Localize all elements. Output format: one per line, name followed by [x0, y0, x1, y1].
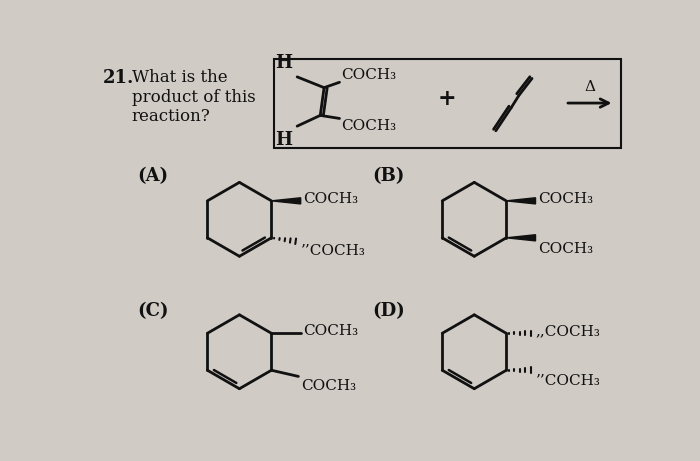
Text: COCH₃: COCH₃	[341, 68, 396, 82]
Polygon shape	[506, 198, 536, 204]
Text: (A): (A)	[137, 167, 168, 185]
Text: +: +	[438, 88, 456, 110]
Text: COCH₃: COCH₃	[538, 191, 593, 206]
Text: ’’COCH₃: ’’COCH₃	[301, 244, 365, 258]
Text: COCH₃: COCH₃	[301, 379, 356, 393]
Text: COCH₃: COCH₃	[538, 242, 593, 256]
Text: H: H	[275, 54, 292, 72]
Text: COCH₃: COCH₃	[341, 119, 396, 133]
Text: (C): (C)	[137, 301, 169, 320]
Text: What is the
product of this
reaction?: What is the product of this reaction?	[132, 69, 256, 125]
Text: COCH₃: COCH₃	[303, 324, 358, 338]
Polygon shape	[272, 198, 301, 204]
Bar	[274, 59, 620, 148]
Text: Δ: Δ	[584, 80, 595, 94]
Text: COCH₃: COCH₃	[303, 191, 358, 206]
Text: (B): (B)	[372, 167, 405, 185]
Text: H: H	[275, 131, 292, 149]
Polygon shape	[506, 235, 536, 241]
Text: ,,COCH₃: ,,COCH₃	[536, 324, 601, 338]
Text: (D): (D)	[372, 301, 405, 320]
Text: 21.: 21.	[103, 69, 134, 87]
Text: ’’COCH₃: ’’COCH₃	[536, 374, 601, 388]
